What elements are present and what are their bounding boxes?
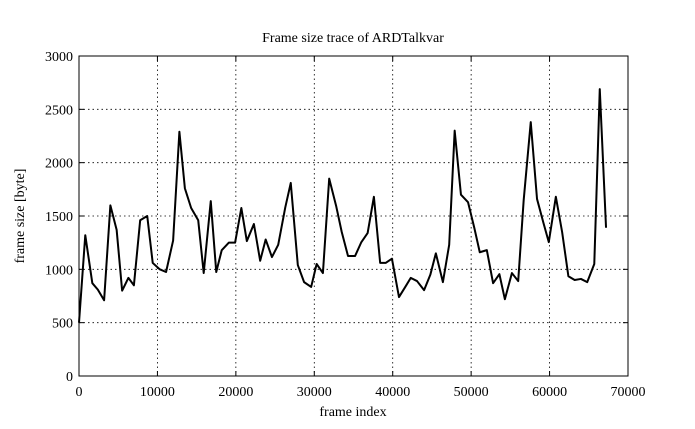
x-tick-label: 30000 bbox=[297, 385, 332, 400]
x-tick-label: 20000 bbox=[218, 385, 253, 400]
x-tick-label: 50000 bbox=[454, 385, 489, 400]
y-tick-label: 2000 bbox=[45, 157, 73, 172]
y-tick-label: 0 bbox=[66, 370, 73, 385]
x-tick-label: 70000 bbox=[611, 385, 646, 400]
y-tick-label: 500 bbox=[52, 317, 73, 332]
x-tick-label: 40000 bbox=[375, 385, 410, 400]
data-line bbox=[78, 88, 608, 323]
x-tick-label: 0 bbox=[76, 385, 83, 400]
y-axis-label: frame size [byte] bbox=[13, 169, 28, 264]
y-tick-label: 1500 bbox=[45, 210, 73, 225]
x-axis-label: frame index bbox=[319, 405, 386, 420]
y-tick-label: 3000 bbox=[45, 50, 73, 65]
y-tick-label: 2500 bbox=[45, 103, 73, 118]
plot-frame bbox=[78, 55, 629, 377]
chart-title: Frame size trace of ARDTalkvar bbox=[262, 31, 444, 46]
x-tick-label: 10000 bbox=[140, 385, 175, 400]
x-tick-label: 60000 bbox=[532, 385, 567, 400]
y-tick-label: 1000 bbox=[45, 263, 73, 278]
